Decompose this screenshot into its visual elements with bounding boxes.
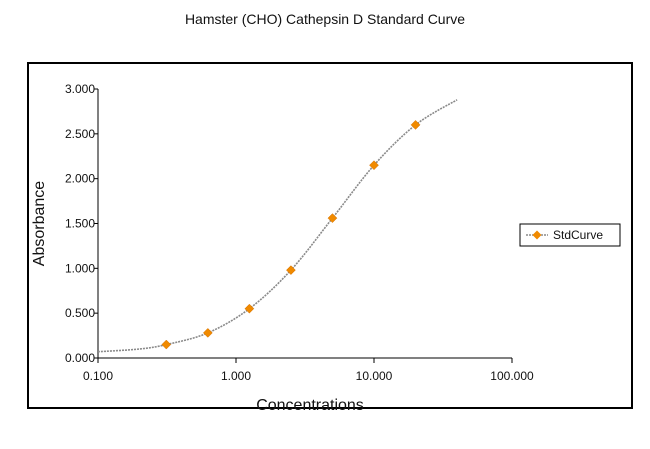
- legend: StdCurve: [519, 223, 621, 247]
- fitted-curve: [97, 99, 458, 353]
- y-tick-label: 3.000: [65, 82, 95, 96]
- data-point: [327, 213, 338, 223]
- y-tick-label: 2.500: [65, 127, 95, 141]
- data-point: [369, 160, 379, 171]
- y-tick-label: 2.000: [65, 172, 95, 186]
- y-tick-label: 0.500: [65, 306, 95, 320]
- chart-title: Hamster (CHO) Cathepsin D Standard Curve: [184, 11, 466, 27]
- x-axis-title: Concentrations: [256, 397, 364, 414]
- data-point: [286, 265, 296, 275]
- data-point: [410, 120, 421, 130]
- y-tick-label: 0.000: [65, 351, 95, 365]
- data-point: [244, 303, 255, 314]
- x-tick-label: 1.000: [221, 369, 251, 383]
- y-tick-label: 1.000: [65, 261, 95, 275]
- chart-frame: [27, 62, 633, 409]
- points-layer: [161, 120, 421, 350]
- x-tick-label: 10.000: [356, 369, 393, 383]
- x-tick-label: 0.100: [83, 369, 113, 383]
- legend-label: StdCurve: [553, 228, 603, 242]
- curve-layer: [97, 99, 458, 353]
- legend-marker: [532, 230, 542, 240]
- data-point: [202, 328, 213, 338]
- x-tick-label: 100.000: [490, 369, 534, 383]
- legend-box: [519, 223, 621, 247]
- axes: 0.000 0.500 1.000 1.500 2.000 2.500 3.000 0.100…: [31, 82, 534, 414]
- y-tick-label: 1.500: [65, 217, 95, 231]
- data-point: [161, 339, 172, 350]
- y-axis-title: Absorbance: [31, 181, 48, 266]
